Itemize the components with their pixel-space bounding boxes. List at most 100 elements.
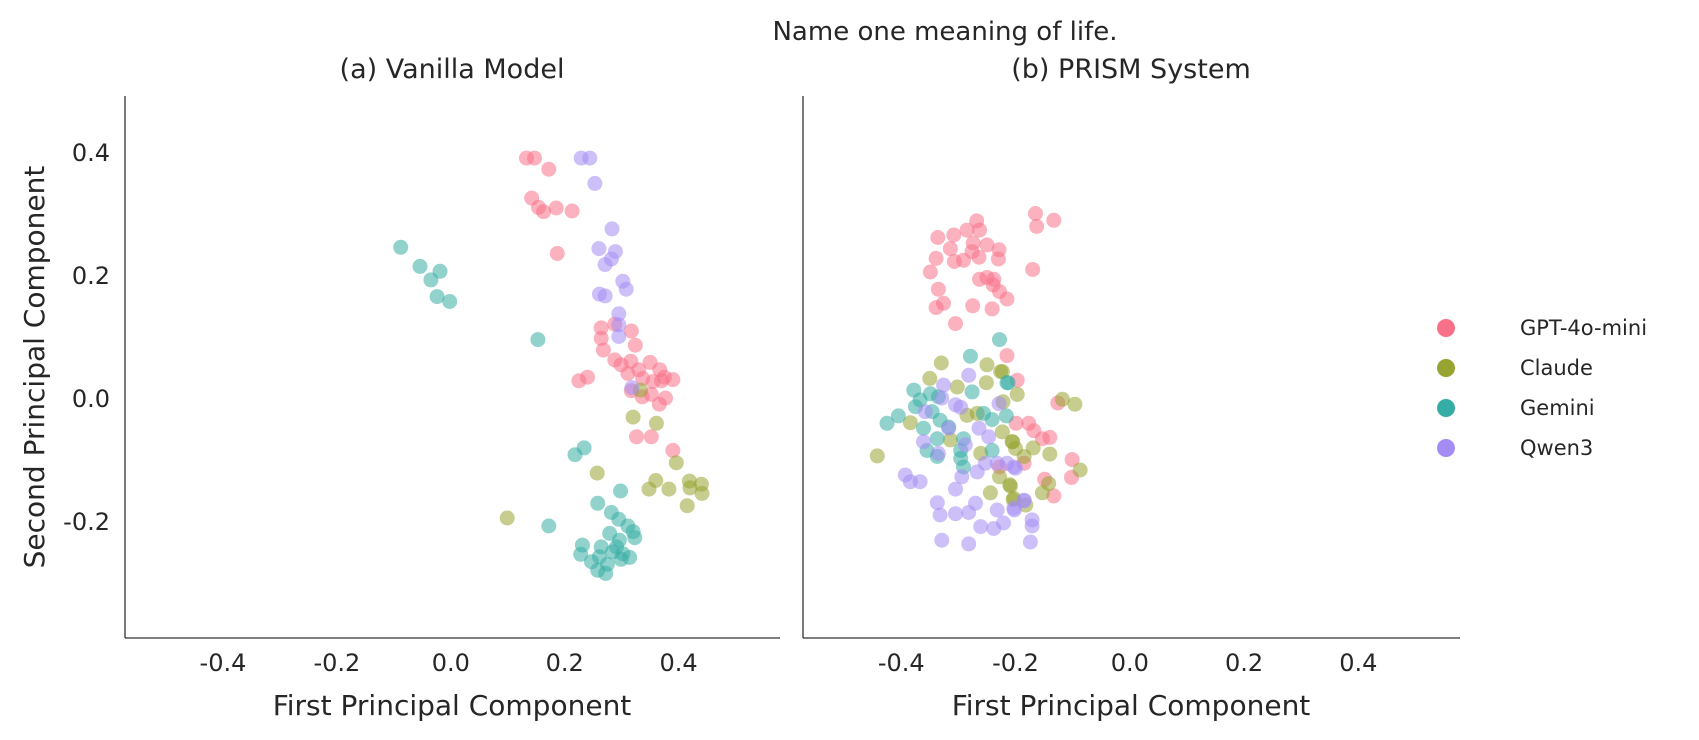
point-qwen3-27 [968,495,983,511]
point-claude-32 [982,485,998,501]
point-claude-31 [1002,478,1018,494]
point-gemini-4 [429,289,445,305]
panel-b-x-axis-label: First Principal Component [952,689,1311,722]
point-claude-7 [1042,446,1058,462]
figure-suptitle: Name one meaning of life. [772,17,1117,47]
legend: GPT-4o-mini Claude Gemini Qwen3 [1437,316,1647,460]
point-gpt-4o-mini-22 [930,281,946,297]
point-gemini-24 [984,442,1000,458]
point-gpt-4o-mini-36 [665,372,681,388]
point-qwen3-2 [991,396,1007,412]
point-claude-27 [942,432,958,448]
point-gpt-4o-mini-8 [549,246,565,261]
point-gpt-4o-mini-39 [1042,429,1058,445]
x-tick-label: -0.4 [878,649,925,677]
point-claude-0 [1054,391,1070,407]
point-qwen3-11 [597,288,613,304]
point-gpt-4o-mini-7 [564,203,580,219]
panel-b-x-ticks: -0.4 -0.2 0.0 0.2 0.4 [878,649,1378,677]
point-gpt-4o-mini-9 [593,320,609,336]
point-claude-1 [1067,396,1083,412]
legend-marker-gemini [1437,399,1455,417]
point-qwen3-14 [611,329,627,344]
point-gpt-4o-mini-2 [541,161,557,177]
point-qwen3-12 [611,306,627,322]
point-gpt-4o-mini-41 [1064,452,1080,468]
point-gemini-3 [423,272,439,288]
point-qwen3-5 [953,399,969,415]
point-gpt-4o-mini-30 [1046,212,1062,228]
point-qwen3-15 [624,380,640,396]
point-gpt-4o-mini-11 [623,323,639,339]
legend-marker-gpt-4o-mini [1437,319,1455,337]
point-claude-18 [979,357,995,373]
point-qwen3-38 [1006,459,1022,475]
panel-b: (b) PRISM System -0.4 -0.2 0.0 0.2 0.4 First… [802,54,1460,722]
point-gpt-4o-mini-5 [536,204,552,220]
point-gpt-4o-mini-24 [928,300,944,316]
point-qwen3-24 [932,507,948,523]
point-gpt-4o-mini-9 [928,250,944,266]
point-claude-5 [589,465,605,481]
x-tick-label: 0.4 [1339,649,1377,677]
point-qwen3-23 [929,495,945,511]
panel-a-title: (a) Vanilla Model [340,54,565,85]
point-qwen3-21 [912,474,928,490]
point-gpt-4o-mini-21 [999,291,1015,307]
point-gemini-5 [442,294,458,309]
point-qwen3-37 [1022,534,1038,550]
point-gemini-31 [605,544,620,560]
point-gpt-4o-mini-13 [971,249,987,265]
point-gpt-4o-mini-35 [665,442,681,458]
point-gemini-1 [412,258,428,274]
point-claude-3 [1009,386,1025,402]
point-qwen3-6 [917,404,933,420]
point-claude-9 [1072,462,1088,478]
panel-a-y-ticks: 0.4 0.2 0.0 -0.2 [63,139,110,536]
point-gpt-4o-mini-12 [593,330,609,346]
point-qwen3-40 [1006,502,1022,518]
point-claude-30 [992,469,1007,485]
point-gpt-4o-mini-6 [548,200,564,216]
point-gpt-4o-mini-25 [965,298,981,314]
point-gpt-4o-mini-26 [984,301,1000,317]
point-claude-16 [933,355,949,371]
point-qwen3-41 [1024,512,1040,528]
x-tick-label: -0.4 [200,649,247,677]
legend-marker-qwen3 [1437,439,1455,457]
panel-a-y-axis-label: Second Principal Component [18,166,51,569]
point-qwen3-4 [591,241,607,257]
panel-a-x-axis-label: First Principal Component [273,689,632,722]
point-gemini-0 [992,332,1007,348]
point-gpt-4o-mini-31 [1029,218,1045,234]
point-qwen3-3 [934,390,950,406]
point-claude-0 [625,409,641,425]
point-claude-8 [661,481,677,497]
panel-a-points [393,150,710,581]
x-tick-label: 0.0 [432,649,470,677]
point-qwen3-28 [989,502,1005,518]
point-qwen3-1 [936,377,951,393]
point-gpt-4o-mini-5 [942,241,958,257]
point-gpt-4o-mini-44 [1046,488,1062,504]
point-gpt-4o-mini-1 [930,230,946,245]
point-qwen3-22 [948,481,963,497]
x-tick-label: 0.0 [1111,649,1149,677]
point-gpt-4o-mini-32 [580,369,595,385]
point-gpt-4o-mini-14 [990,251,1006,267]
point-gpt-4o-mini-15 [922,264,938,280]
y-tick-label: 0.0 [72,385,110,413]
point-claude-29 [1004,434,1020,450]
point-claude-11 [1034,485,1050,501]
point-qwen3-13 [611,317,627,333]
point-gemini-9 [613,483,628,499]
point-qwen3-35 [934,532,950,548]
point-gemini-26 [1000,375,1016,391]
point-gpt-4o-mini-30 [651,396,667,412]
y-tick-label: 0.4 [72,139,110,167]
point-gemini-16 [627,530,643,546]
point-qwen3-2 [587,175,603,191]
point-qwen3-0 [961,367,977,383]
point-qwen3-9 [618,281,634,297]
